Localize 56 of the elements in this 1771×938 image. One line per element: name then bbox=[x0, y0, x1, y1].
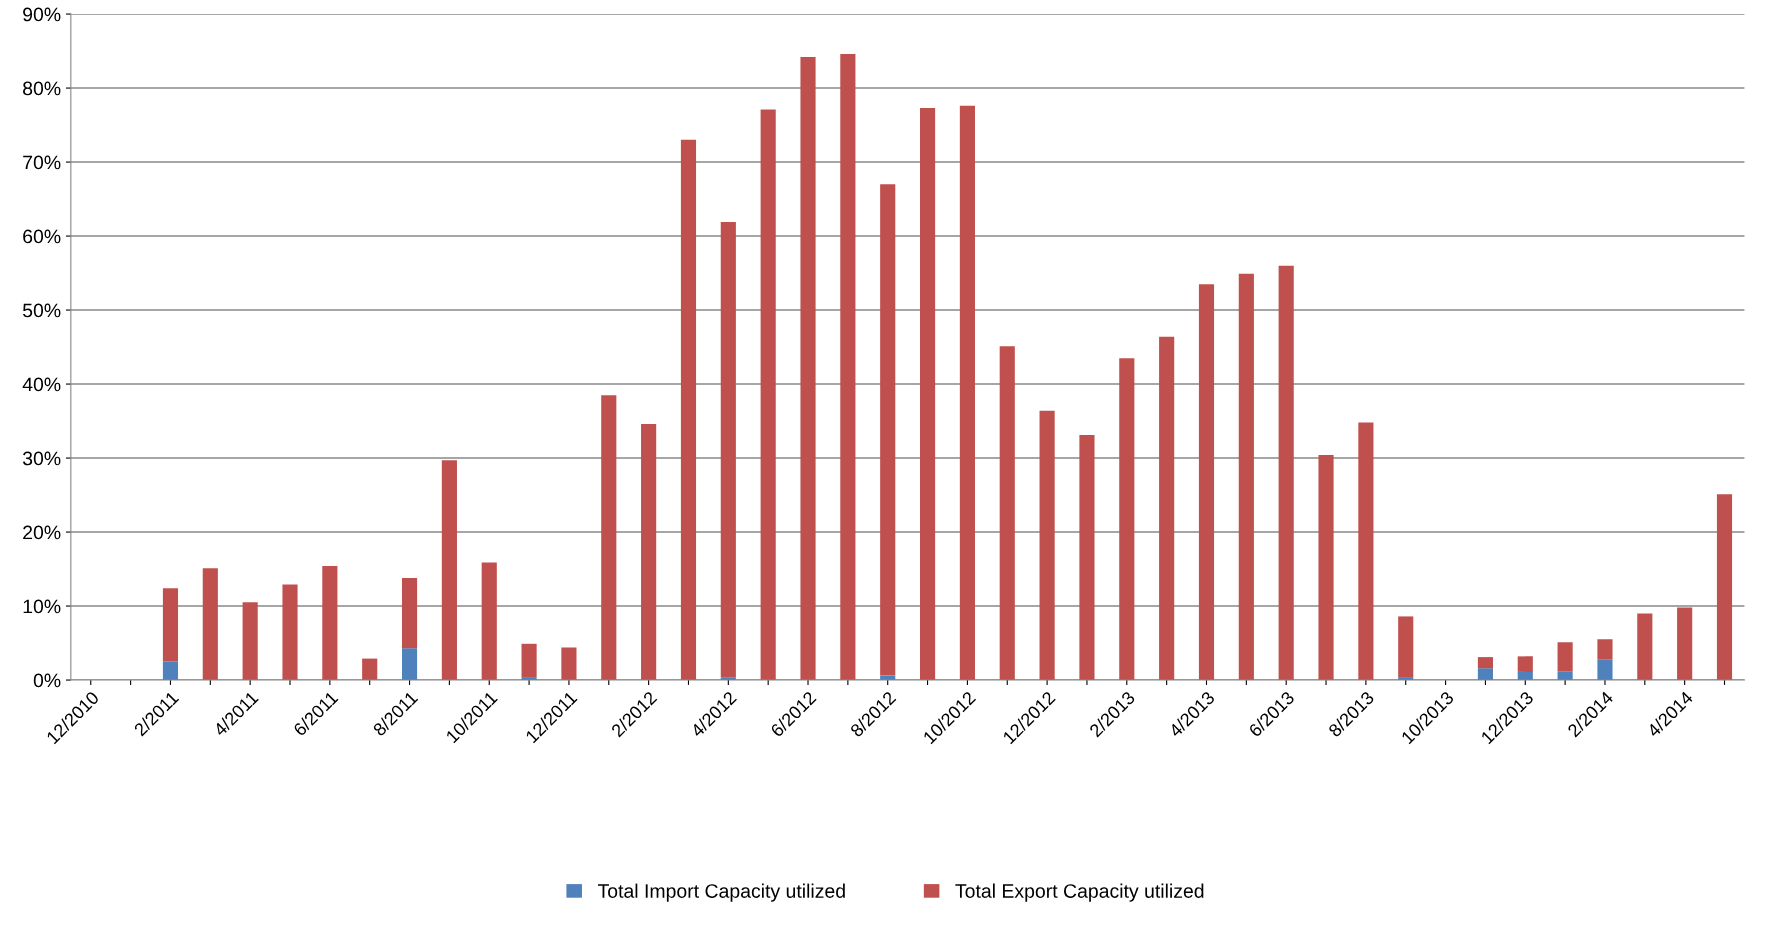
y-tick-label: 20% bbox=[23, 525, 61, 540]
bar bbox=[919, 108, 936, 681]
bar bbox=[1557, 642, 1573, 672]
bar bbox=[162, 588, 179, 662]
bar bbox=[162, 661, 179, 681]
bar bbox=[1517, 656, 1533, 672]
bar bbox=[561, 647, 577, 681]
bar bbox=[680, 139, 697, 681]
bar bbox=[760, 109, 776, 681]
bar bbox=[282, 584, 298, 681]
y-tick-label: 60% bbox=[23, 229, 61, 244]
y-tick-label: 40% bbox=[22, 377, 61, 392]
bar bbox=[521, 643, 537, 678]
y-tick-label: 70% bbox=[23, 155, 61, 170]
bar bbox=[441, 460, 457, 681]
bar bbox=[999, 346, 1015, 681]
bar bbox=[1557, 671, 1573, 681]
bar bbox=[1637, 613, 1653, 681]
bar bbox=[1677, 607, 1693, 681]
y-tick-label: 80% bbox=[23, 81, 61, 96]
legend-label: Total Import Capacity utilized bbox=[597, 883, 845, 902]
bar bbox=[481, 562, 497, 681]
bar bbox=[322, 566, 338, 681]
bar bbox=[1597, 639, 1613, 660]
bar bbox=[1716, 494, 1733, 681]
bar bbox=[641, 424, 657, 681]
bar bbox=[1079, 435, 1095, 681]
y-tick-label: 10% bbox=[23, 599, 61, 614]
legend-label: Total Export Capacity utilized bbox=[955, 883, 1204, 902]
bar bbox=[800, 56, 816, 681]
bar bbox=[840, 54, 856, 681]
bar bbox=[1119, 358, 1135, 681]
y-tick-label: 50% bbox=[22, 303, 61, 318]
bar bbox=[202, 568, 218, 681]
bar bbox=[1039, 410, 1055, 681]
y-tick-label: 30% bbox=[22, 451, 61, 466]
bar bbox=[601, 395, 617, 681]
bar bbox=[1238, 273, 1254, 681]
bar bbox=[362, 658, 378, 681]
bar bbox=[1278, 265, 1294, 681]
bar bbox=[401, 648, 418, 681]
y-tick-label: 0% bbox=[33, 673, 61, 688]
bar bbox=[1477, 657, 1493, 669]
bar bbox=[1358, 422, 1374, 681]
bar bbox=[720, 222, 736, 678]
bar bbox=[1398, 616, 1414, 678]
y-tick-label: 90% bbox=[23, 7, 61, 22]
bar bbox=[880, 184, 896, 676]
bar bbox=[1597, 659, 1613, 681]
bar bbox=[959, 105, 975, 681]
bar bbox=[1477, 668, 1493, 681]
bar bbox=[242, 602, 258, 681]
bar bbox=[1198, 284, 1215, 681]
bar bbox=[1318, 455, 1334, 681]
bar bbox=[401, 577, 418, 649]
bar bbox=[1159, 336, 1175, 681]
